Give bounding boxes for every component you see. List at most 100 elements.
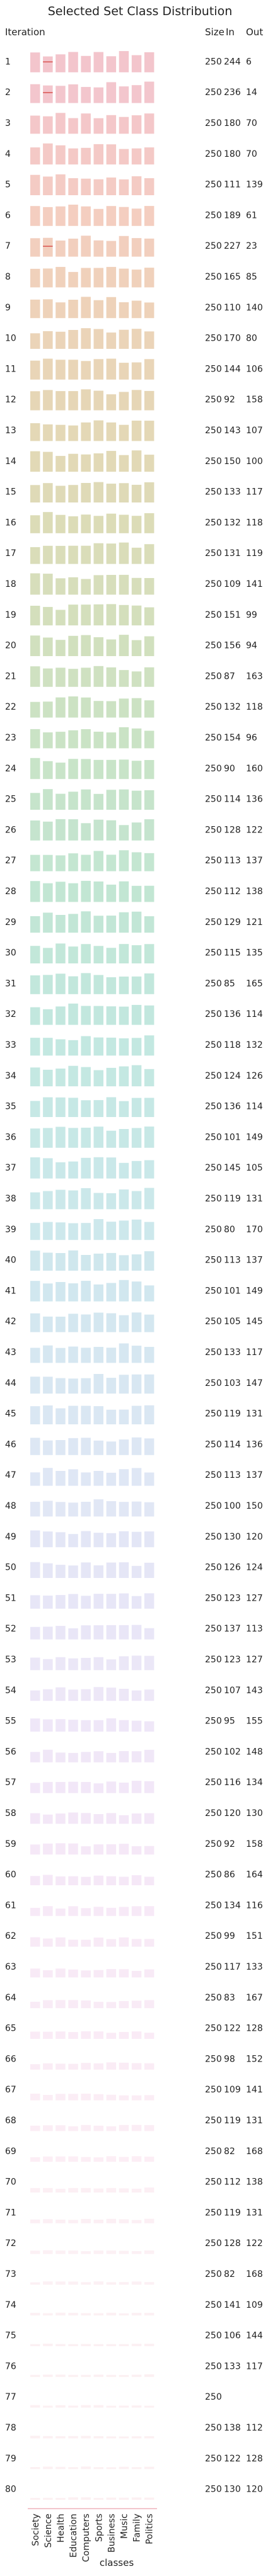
class-bar [119,424,129,441]
class-bar [55,697,66,718]
size-value: 250 [205,1563,222,1573]
class-bar [106,1533,117,1548]
class-bar [119,759,129,780]
in-value: 122 [224,2454,241,2464]
out-value: 6 [246,57,252,67]
class-bar [55,1752,66,1762]
class-bar [119,2375,129,2377]
iteration-label: 35 [5,1102,16,1112]
out-value: 118 [246,518,263,528]
iteration-label: 19 [5,610,16,620]
class-bar [144,1069,155,1087]
iteration-row: 36 250 101 149 [5,1126,263,1148]
class-bar [55,1968,66,1978]
class-bar [55,1502,66,1517]
class-bar [30,854,40,871]
class-bar [131,1906,142,1916]
class-bar [131,577,142,595]
class-bar [68,1346,78,1363]
class-bar [81,2157,91,2162]
size-value: 250 [205,1962,222,1972]
class-bar [30,1907,40,1916]
size-value: 250 [205,1686,222,1696]
class-bar [144,973,155,994]
in-value: 87 [224,671,235,681]
iteration-label: 53 [5,1655,16,1665]
class-bar [68,1250,78,1271]
class-bar [81,206,91,226]
class-bar [30,1690,40,1701]
class-bar [144,455,155,472]
class-bar [43,854,53,871]
iteration-label: 12 [5,395,16,405]
in-value: 115 [224,948,241,958]
class-bar [106,266,117,288]
class-bar [106,1157,117,1179]
class-bar [144,331,155,349]
class-bar [106,948,117,963]
class-bar [106,732,117,749]
class-bar [68,2467,78,2470]
class-bar [106,575,117,595]
class-bar [131,2031,142,2039]
in-value: 122 [224,2024,241,2034]
in-value: 170 [224,334,241,344]
class-bar [119,1101,129,1117]
size-value: 250 [205,2485,222,2495]
iteration-row: 55 250 95 155 [5,1716,263,1732]
class-bar [93,208,103,226]
iteration-row: 57 250 116 134 [5,1778,263,1793]
in-value: 117 [224,1962,241,1972]
class-bar [106,297,117,319]
iteration-label: 22 [5,702,16,712]
iteration-label: 50 [5,1563,16,1573]
class-bar [144,268,155,288]
out-value: 168 [246,2269,263,2279]
class-bar [81,635,91,656]
size-value: 250 [205,1870,222,1880]
class-bar [81,880,91,902]
class-bar [144,819,155,841]
class-bar [119,2282,129,2285]
class-bar [55,456,66,472]
size-value: 250 [205,1439,222,1450]
class-bar [93,916,103,933]
class-bar [119,1937,129,1947]
class-bar [119,2188,129,2193]
class-bar [43,85,53,103]
class-bar [43,1970,53,1978]
class-bar [93,1406,103,1424]
class-bar [30,1128,40,1148]
class-bar [131,1781,142,1793]
class-bar [144,1374,155,1394]
iteration-label: 8 [5,272,11,282]
in-value: 90 [224,764,235,774]
class-bar [93,453,103,472]
class-bar [119,149,129,165]
class-bar [106,144,117,165]
out-value: 14 [246,88,257,98]
size-value: 250 [205,764,222,774]
iteration-label: 58 [5,1808,16,1819]
in-value: 134 [224,1900,241,1910]
class-bar [144,2063,155,2070]
class-bar [68,1781,78,1793]
class-bar [119,2497,129,2500]
class-bar [119,1066,129,1087]
class-bar [93,1312,103,1332]
size-value: 250 [205,2238,222,2249]
size-value: 250 [205,1009,222,1019]
out-value: 152 [246,2054,263,2064]
class-bar [144,1314,155,1332]
size-value: 250 [205,917,222,928]
class-bar [119,944,129,963]
iteration-row: 27 250 113 137 [5,850,263,871]
in-value: 132 [224,702,241,712]
iteration-row: 43 250 133 117 [5,1343,263,1363]
size-column-header: Size [205,26,225,38]
class-bar [30,1783,40,1793]
class-bar [119,542,129,564]
class-bar [131,1751,142,1762]
size-value: 250 [205,2300,222,2310]
class-bar [55,1626,66,1640]
